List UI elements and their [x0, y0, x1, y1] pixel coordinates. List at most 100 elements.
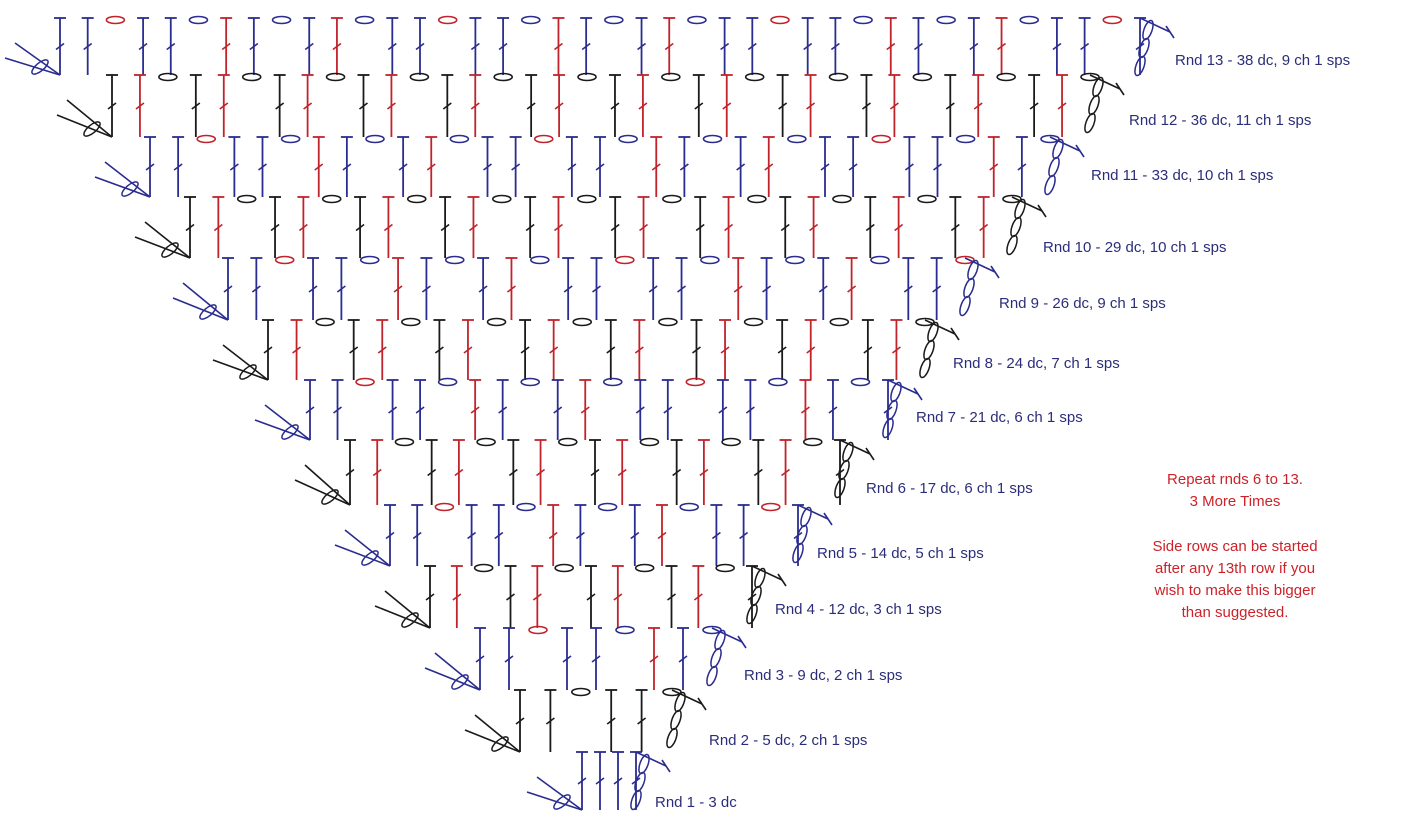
- dc-slash: [563, 285, 573, 293]
- chain-oval: [770, 15, 790, 25]
- dc-slash: [630, 531, 640, 540]
- chain-oval: [832, 194, 852, 204]
- chain-oval: [634, 563, 655, 573]
- dc-slash: [498, 406, 508, 414]
- round-13-stitches: [4, 15, 1175, 77]
- dc-slash: [820, 163, 830, 171]
- dc-slash: [478, 285, 488, 293]
- chain-oval: [570, 687, 591, 697]
- dc-slash: [359, 102, 368, 110]
- chain-oval: [658, 317, 678, 327]
- side-dc-right: [924, 319, 956, 335]
- dc-slash: [863, 346, 873, 354]
- side-dc-right: [1011, 196, 1043, 212]
- round-10-stitches: [134, 194, 1047, 259]
- side-dc-left: [434, 652, 481, 691]
- dc-slash: [699, 468, 709, 477]
- dc-slash: [617, 468, 627, 477]
- dc-slash: [223, 285, 233, 293]
- dc-slash: [532, 593, 542, 601]
- chain-oval: [679, 502, 700, 512]
- dc-slash: [145, 163, 155, 171]
- chain-oval: [409, 72, 430, 82]
- dc-slash: [606, 346, 616, 354]
- chain-oval: [787, 134, 807, 144]
- round-label-10: Rnd 10 - 29 dc, 10 ch 1 sps: [1043, 239, 1226, 256]
- round-label-5: Rnd 5 - 14 dc, 5 ch 1 sps: [817, 545, 984, 562]
- chain-oval: [662, 687, 682, 697]
- dc-slash: [762, 285, 772, 293]
- dc-slash: [219, 102, 229, 110]
- dc-slash: [421, 285, 431, 293]
- round-4-stitches: [374, 563, 787, 629]
- dc-slash: [891, 346, 901, 354]
- side-chain-right: [963, 277, 975, 299]
- repeat-note: Repeat rnds 6 to 13. 3 More Times Side r…: [1152, 471, 1317, 621]
- dc-slash: [508, 468, 518, 477]
- dc-slash: [386, 102, 396, 110]
- dc-slash: [894, 223, 904, 232]
- dc-slash: [580, 406, 590, 414]
- side-dc-right-bar: [990, 265, 1000, 279]
- dc-slash: [711, 531, 721, 540]
- chain-oval: [936, 15, 956, 25]
- side-dc-left-2: [526, 791, 583, 811]
- dc-slash: [695, 223, 705, 232]
- chain-oval: [1080, 72, 1100, 82]
- chain-oval: [315, 317, 335, 327]
- dc-slash: [577, 777, 587, 785]
- round-12-stitches: [56, 72, 1125, 138]
- side-chain-right: [1044, 174, 1056, 196]
- dc-slash: [440, 223, 450, 232]
- dc-slash: [526, 102, 536, 110]
- dc-slash: [270, 223, 280, 232]
- side-dc-left-2: [294, 479, 351, 506]
- side-chain-left: [31, 59, 49, 75]
- side-chain-left: [491, 736, 509, 752]
- chain-oval: [359, 255, 380, 265]
- chain-oval: [437, 377, 458, 387]
- chain-oval: [530, 255, 550, 265]
- dc-slash: [258, 163, 267, 171]
- chain-oval: [1002, 194, 1022, 204]
- round-8-stitches: [212, 317, 960, 381]
- dc-slash: [333, 406, 343, 414]
- dc-slash: [973, 102, 983, 110]
- side-dc-right-bar: [865, 447, 875, 461]
- side-dc-left: [182, 282, 229, 321]
- side-dc-left-2: [464, 729, 521, 753]
- dc-slash: [649, 655, 659, 663]
- dc-slash: [663, 406, 673, 414]
- round-labels: Rnd 1 - 3 dc Rnd 2 - 5 dc, 2 ch 1 sps Rn…: [655, 52, 1350, 811]
- side-chain-right: [959, 295, 971, 317]
- side-chain-right: [1088, 94, 1100, 116]
- dc-slash: [861, 102, 871, 110]
- dc-slash: [889, 102, 899, 110]
- round-9-stitches: [172, 255, 1000, 321]
- chain-oval: [1102, 15, 1123, 25]
- side-chain-right: [1010, 216, 1022, 238]
- chain-oval: [828, 72, 849, 82]
- dc-slash: [1080, 42, 1090, 51]
- dc-slash: [554, 223, 563, 232]
- chain-oval: [604, 15, 624, 25]
- dc-slash: [442, 102, 452, 110]
- dc-slash: [388, 406, 398, 414]
- dc-slash: [581, 42, 591, 51]
- chain-oval: [434, 502, 455, 512]
- round-label-4: Rnd 4 - 12 dc, 3 ch 1 sps: [775, 601, 942, 618]
- side-dc-right-bar: [737, 635, 747, 649]
- dc-slash: [454, 468, 464, 477]
- chain-oval: [554, 563, 574, 573]
- dc-slash: [292, 346, 302, 354]
- side-chain-right: [796, 524, 808, 546]
- chain-oval: [917, 194, 937, 204]
- side-dc-right: [711, 627, 743, 643]
- chain-oval: [700, 255, 720, 265]
- dc-slash: [718, 406, 728, 414]
- dc-slash: [191, 102, 201, 110]
- round-1-stitches: [526, 751, 671, 811]
- dc-slash: [803, 42, 813, 51]
- dc-slash: [1029, 102, 1039, 110]
- dc-slash: [724, 223, 734, 232]
